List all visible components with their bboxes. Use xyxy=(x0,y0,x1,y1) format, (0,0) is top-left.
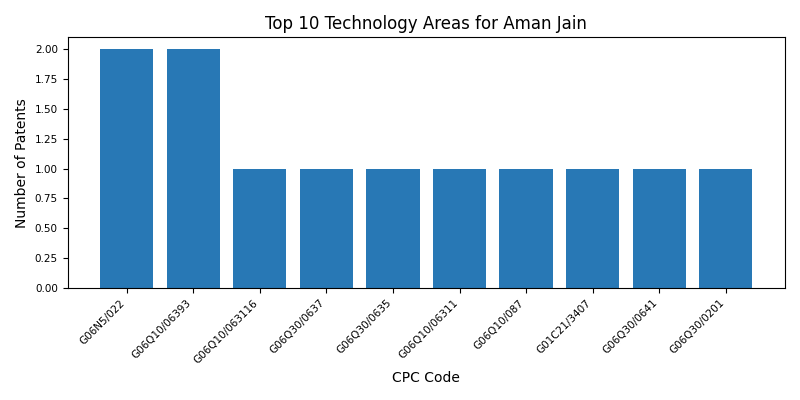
Bar xyxy=(699,169,752,288)
Bar xyxy=(166,49,220,288)
Bar xyxy=(433,169,486,288)
Bar xyxy=(566,169,619,288)
Title: Top 10 Technology Areas for Aman Jain: Top 10 Technology Areas for Aman Jain xyxy=(266,15,587,33)
Bar xyxy=(499,169,553,288)
Bar xyxy=(100,49,154,288)
Bar xyxy=(633,169,686,288)
Bar xyxy=(300,169,353,288)
X-axis label: CPC Code: CPC Code xyxy=(392,371,460,385)
Bar xyxy=(366,169,420,288)
Y-axis label: Number of Patents: Number of Patents xyxy=(15,98,29,228)
Bar xyxy=(234,169,286,288)
